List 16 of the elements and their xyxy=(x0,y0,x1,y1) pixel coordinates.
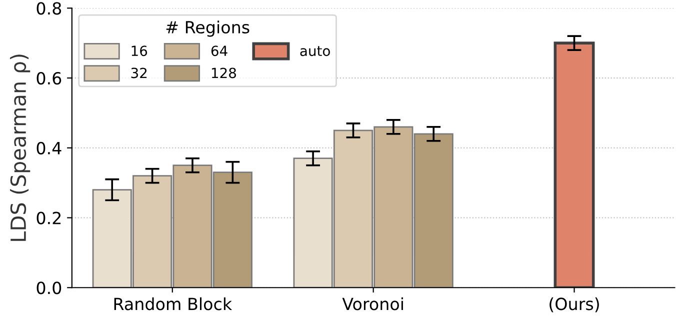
x-tick-label: Voronoi xyxy=(342,297,403,310)
legend-label: 16 xyxy=(132,46,148,56)
legend-label: 128 xyxy=(212,68,236,78)
x-tick-label: Random Block xyxy=(114,297,232,310)
legend-title: # Regions xyxy=(166,20,250,37)
y-tick-label: 0.0 xyxy=(36,282,62,294)
bar xyxy=(554,42,595,288)
legend-label: 32 xyxy=(131,68,147,78)
legend-label: 64 xyxy=(211,46,228,56)
y-tick-label: 0.2 xyxy=(36,212,61,224)
legend-label: auto xyxy=(300,46,330,56)
y-tick-label: 0.4 xyxy=(36,142,62,154)
x-tick-label: (Ours) xyxy=(550,297,599,312)
y-tick-label: 0.6 xyxy=(36,72,62,85)
y-axis-title: LDS (Spearman ρ) xyxy=(10,54,30,241)
y-tick-label: 0.8 xyxy=(36,2,62,15)
